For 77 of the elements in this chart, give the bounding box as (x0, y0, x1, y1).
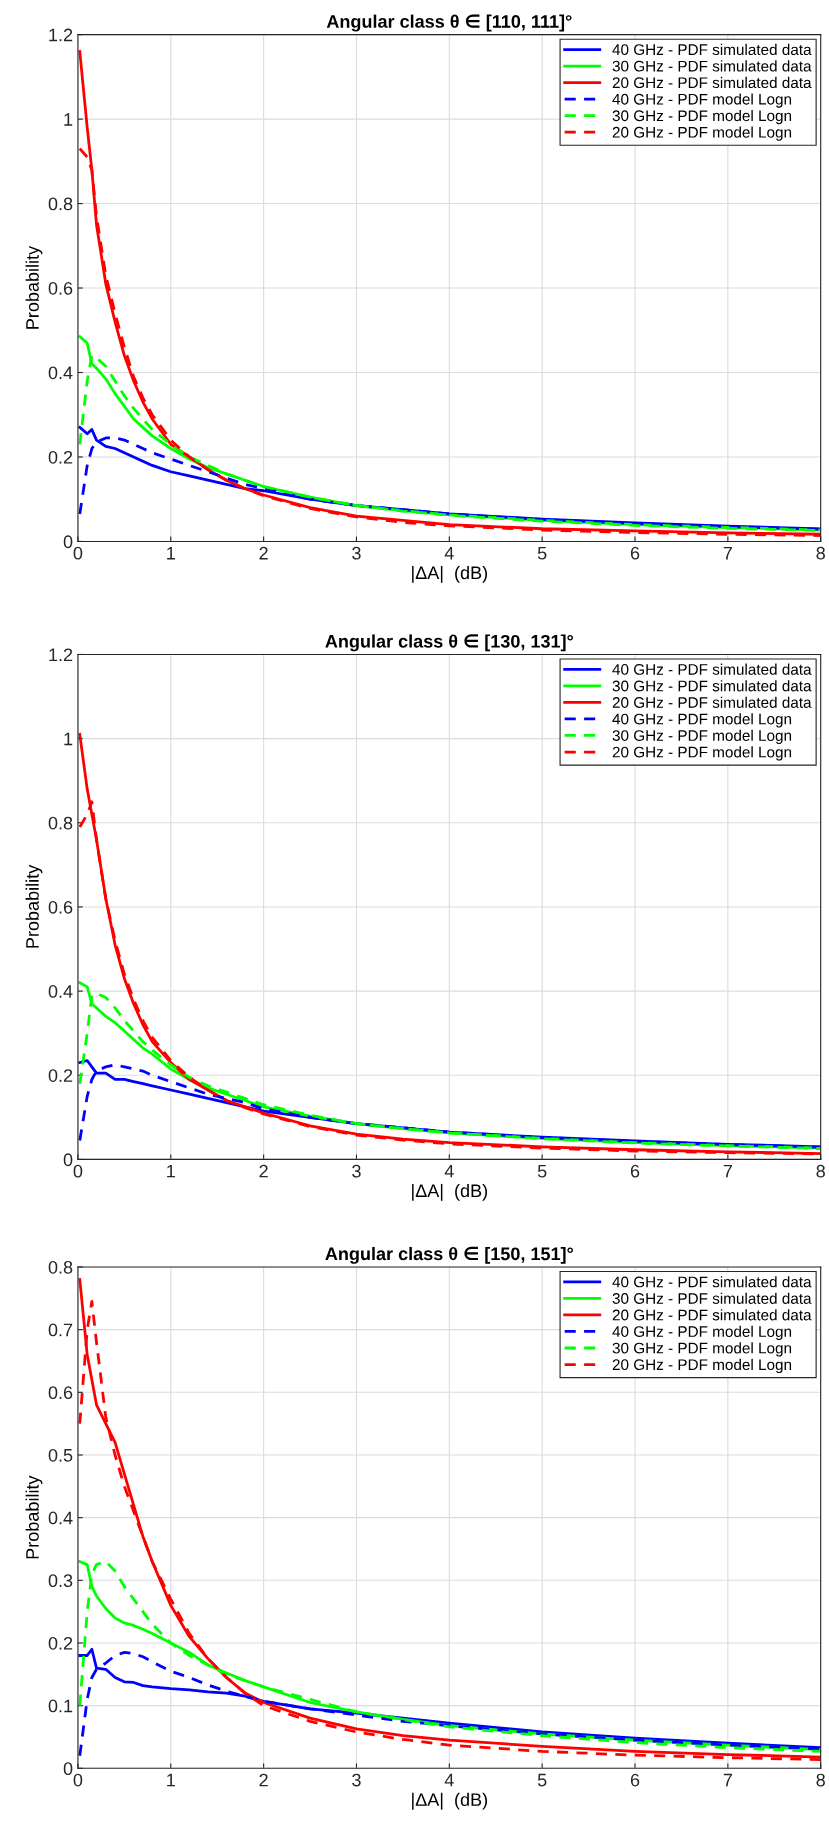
x-tick-label: 7 (723, 546, 732, 560)
x-tick-label: 0 (73, 1773, 83, 1787)
y-tick-label: 0.8 (48, 1260, 73, 1274)
chart-title: Angular class θ ∈ [150, 151]° (325, 1246, 574, 1264)
x-tick-label: 1 (167, 1164, 175, 1178)
y-tick-label: 0.2 (48, 1069, 73, 1082)
legend-label: 20 GHz - PDF model Logn (612, 746, 792, 761)
x-tick-label: 8 (816, 1164, 825, 1178)
x-tick-label: 2 (259, 1773, 268, 1787)
legend-label: 20 GHz - PDF simulated data (612, 1309, 812, 1321)
legend-label: 20 GHz - PDF simulated data (612, 76, 812, 89)
x-tick-label: 2 (259, 1164, 268, 1178)
x-tick-label: 6 (630, 1164, 640, 1178)
legend-label: 20 GHz - PDF model Logn (612, 1358, 792, 1374)
x-tick-label: 1 (167, 1773, 175, 1787)
x-axis-title: |ΔA| (dB) (412, 1183, 488, 1201)
y-axis-title: Probability (25, 864, 43, 948)
x-tick-label: 4 (444, 1164, 454, 1178)
y-tick-label: 0.2 (48, 450, 73, 464)
x-axis-title: |ΔA| (dB) (412, 565, 488, 583)
x-tick-label: 4 (444, 546, 454, 560)
legend-label: 40 GHz - PDF model Logn (612, 1325, 792, 1340)
x-tick-label: 8 (816, 546, 825, 560)
y-tick-label: 0.3 (48, 1574, 73, 1588)
legend-label: 40 GHz - PDF model Logn (612, 713, 792, 728)
y-tick-label: 1.2 (49, 648, 73, 661)
legend-label: 30 GHz - PDF model Logn (612, 729, 792, 744)
legend-label: 20 GHz - PDF model Logn (612, 126, 792, 141)
legend-label: 20 GHz - PDF simulated data (612, 696, 812, 708)
legend-label: 30 GHz - PDF model Logn (612, 109, 792, 125)
x-tick-label: 2 (259, 546, 268, 560)
y-tick-label: 0.6 (48, 1386, 73, 1400)
x-tick-label: 4 (444, 1773, 454, 1787)
legend-label: 40 GHz - PDF simulated data (612, 43, 812, 56)
x-tick-label: 7 (723, 1773, 732, 1787)
x-tick-label: 3 (352, 1773, 361, 1787)
y-tick-label: 0.1 (48, 1699, 73, 1713)
y-tick-label: 0.4 (48, 366, 73, 380)
legend-label: 40 GHz - PDF simulated data (612, 1276, 812, 1288)
y-tick-label: 0.4 (48, 1511, 73, 1525)
y-tick-label: 0.6 (48, 900, 73, 914)
y-axis-title: Probability (25, 245, 43, 329)
x-tick-label: 5 (537, 546, 547, 560)
legend-label: 30 GHz - PDF simulated data (612, 60, 812, 72)
y-tick-label: 0.7 (48, 1323, 73, 1337)
y-tick-label: 0.6 (48, 281, 73, 295)
x-tick-label: 0 (73, 546, 83, 560)
legend-label: 30 GHz - PDF simulated data (612, 680, 812, 692)
y-tick-label: 1.2 (49, 28, 73, 42)
x-axis-title: |ΔA| (dB) (412, 1792, 488, 1810)
y-tick-label: 1 (64, 113, 73, 126)
y-tick-label: 0 (63, 535, 73, 549)
x-tick-label: 1 (167, 546, 175, 560)
x-tick-label: 6 (630, 546, 640, 560)
x-tick-label: 7 (723, 1164, 732, 1178)
legend-label: 40 GHz - PDF simulated data (612, 663, 812, 675)
y-tick-label: 1 (64, 732, 73, 746)
x-tick-label: 5 (537, 1164, 547, 1178)
legend-label: 30 GHz - PDF model Logn (612, 1342, 792, 1357)
y-tick-label: 0.4 (48, 985, 73, 998)
y-tick-label: 0.8 (48, 197, 73, 211)
y-tick-label: 0.5 (48, 1448, 73, 1462)
x-tick-label: 6 (630, 1773, 640, 1787)
y-axis-title: Probability (25, 1475, 43, 1559)
x-tick-label: 3 (352, 546, 361, 560)
y-tick-label: 0 (63, 1153, 73, 1167)
chart-title: Angular class θ ∈ [130, 131]° (325, 634, 574, 652)
x-tick-label: 8 (816, 1773, 825, 1787)
x-tick-label: 5 (537, 1773, 547, 1787)
y-tick-label: 0.2 (48, 1636, 73, 1650)
x-tick-label: 0 (73, 1164, 83, 1178)
chart-title: Angular class θ ∈ [110, 111]° (326, 14, 572, 32)
x-tick-label: 3 (352, 1164, 361, 1178)
y-tick-label: 0 (63, 1762, 73, 1776)
legend-label: 40 GHz - PDF model Logn (612, 93, 792, 108)
y-tick-label: 0.8 (48, 816, 73, 830)
legend-label: 30 GHz - PDF simulated data (612, 1292, 812, 1304)
